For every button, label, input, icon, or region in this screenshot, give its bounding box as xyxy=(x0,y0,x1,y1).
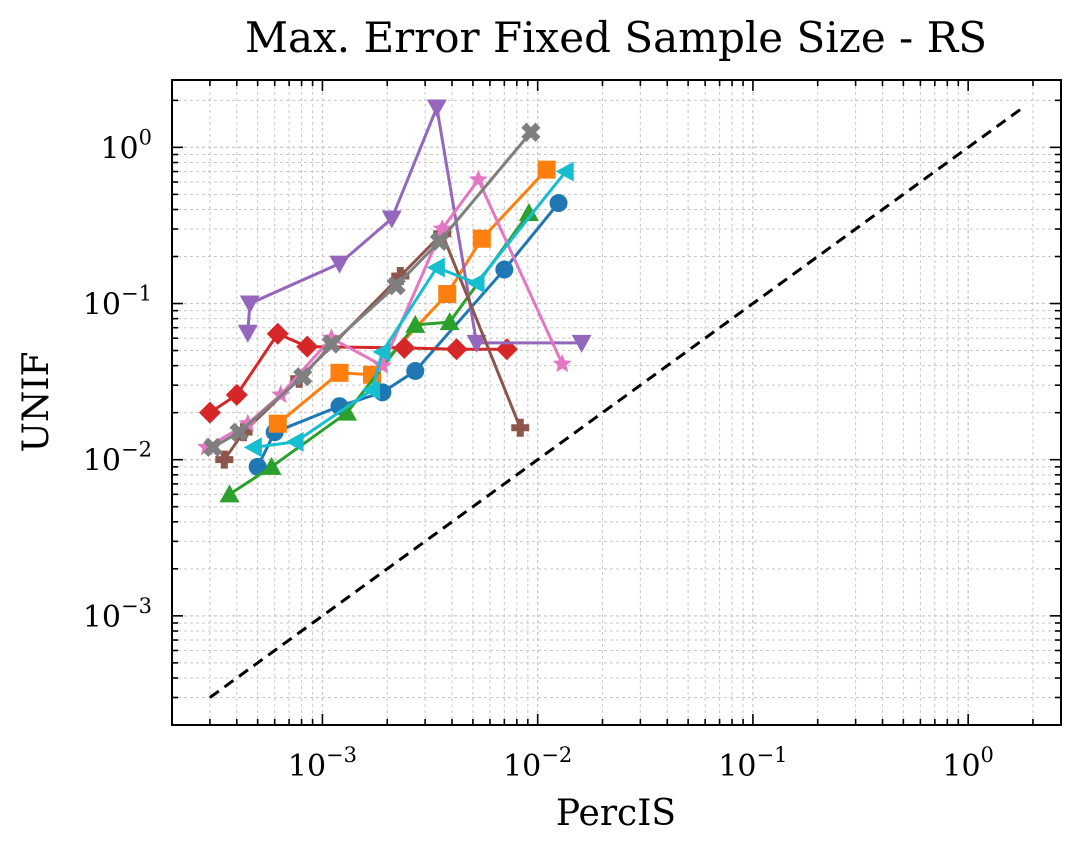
data-point xyxy=(429,231,450,251)
data-point xyxy=(571,334,592,353)
reference-line-layer xyxy=(209,106,1024,699)
data-point xyxy=(552,353,572,373)
chart-title: Max. Error Fixed Sample Size - RS xyxy=(245,13,987,62)
data-point xyxy=(336,402,357,421)
data-point xyxy=(237,324,258,343)
data-point xyxy=(285,431,304,452)
x-tick-label: 10−2 xyxy=(503,743,572,784)
data-point xyxy=(239,295,260,314)
data-point xyxy=(537,160,556,179)
data-point xyxy=(215,450,234,469)
series-gray xyxy=(203,122,541,457)
data-point xyxy=(468,169,488,188)
data-point xyxy=(472,229,491,248)
y-axis-label: UNIF xyxy=(16,351,57,452)
data-point xyxy=(555,161,574,182)
data-point xyxy=(243,437,262,458)
series-cyan xyxy=(243,161,574,458)
data-point xyxy=(391,267,410,286)
data-point xyxy=(329,255,350,274)
data-point xyxy=(362,379,381,400)
data-point xyxy=(198,401,221,424)
data-point xyxy=(495,260,514,279)
data-point xyxy=(466,273,485,294)
y-tick-label: 10−3 xyxy=(83,594,152,635)
y-tick-label: 100 xyxy=(100,125,152,166)
y-tick-label: 10−2 xyxy=(83,438,152,479)
x-tick-label: 100 xyxy=(942,743,994,784)
series-purple xyxy=(237,99,592,353)
data-point xyxy=(426,99,447,118)
data-point xyxy=(466,334,487,353)
data-point xyxy=(511,418,530,437)
data-point xyxy=(445,338,468,361)
series-orange xyxy=(268,160,556,433)
x-tick-label: 10−1 xyxy=(718,743,787,784)
data-point xyxy=(372,341,391,362)
data-point xyxy=(438,285,457,304)
data-point xyxy=(219,484,240,503)
data-point xyxy=(296,335,319,358)
ticks: 10−3 10−2 10−1 100 10−3 10−2 10−1 100 xyxy=(83,80,1061,784)
series-red xyxy=(198,322,518,424)
data-point xyxy=(405,314,426,333)
x-tick-label: 10−3 xyxy=(288,743,357,784)
data-point xyxy=(518,202,539,221)
data-point xyxy=(549,194,568,213)
x-axis-label: PercIS xyxy=(556,793,676,834)
data-point xyxy=(521,122,541,142)
data-point xyxy=(261,456,282,475)
data-point xyxy=(268,414,287,433)
series-layer xyxy=(197,99,592,503)
data-point xyxy=(406,361,425,380)
data-point xyxy=(229,422,249,442)
data-point xyxy=(386,276,406,296)
data-point xyxy=(203,437,223,457)
data-point xyxy=(225,383,248,406)
data-point xyxy=(266,322,289,345)
grid xyxy=(171,80,1061,726)
y-tick-label: 10−1 xyxy=(83,282,152,323)
data-point xyxy=(321,334,341,354)
data-point xyxy=(293,367,313,387)
data-point xyxy=(393,336,416,359)
data-point xyxy=(330,363,349,382)
data-point xyxy=(426,257,445,278)
data-point xyxy=(381,210,402,229)
reference-line xyxy=(209,106,1024,699)
data-point xyxy=(439,312,460,331)
plot-frame xyxy=(171,79,1062,726)
